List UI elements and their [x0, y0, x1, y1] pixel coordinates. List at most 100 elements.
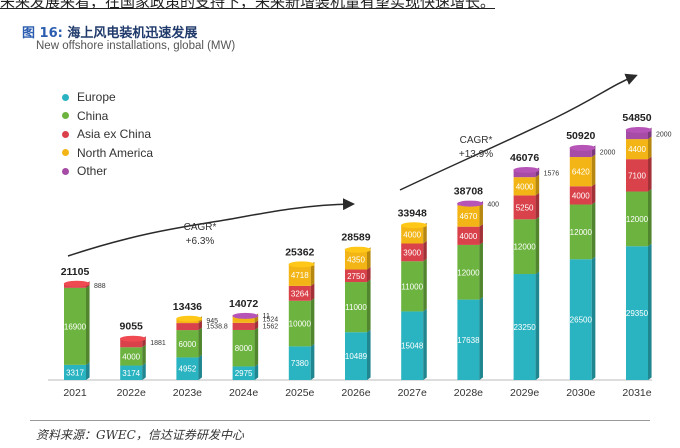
segment-label-europe-2021: 3317 — [66, 368, 84, 377]
bar-segment-asia-ex-china-2028e — [457, 226, 480, 245]
segment-label-europe-2026e: 10489 — [345, 352, 368, 361]
legend-label-asia-ex-china: Asia ex China — [77, 127, 152, 142]
bar-side-europe-2022e — [142, 363, 146, 380]
segment-label-other-2028e: 400 — [487, 201, 499, 208]
bar-2021: 3317 16900 888 21105 2021 — [61, 266, 106, 399]
bar-segment-north-america-2031e — [626, 139, 648, 160]
segment-label-europe-2028e: 17638 — [457, 336, 480, 345]
top-cut-text: 未来发展来看，在国家政策的支持下，未来新增装机量有望实现快速增长。 — [0, 0, 496, 9]
bar-side-north-america-2026e — [367, 247, 371, 270]
bar-top-2029e — [513, 166, 540, 173]
bar-side-asia-ex-china-2023e — [198, 320, 202, 331]
legend-label-china: China — [77, 108, 109, 123]
bar-segment-north-america-2030e — [569, 157, 592, 187]
legend-dot-europe — [62, 93, 69, 101]
bar-side-china-2023e — [198, 327, 202, 358]
bar-side-europe-2029e — [535, 271, 540, 380]
total-label-2022e: 9055 — [120, 321, 144, 333]
bar-top-2022e — [119, 335, 146, 342]
bar-side-china-2022e — [142, 344, 146, 366]
total-label-2028e: 38708 — [454, 186, 483, 198]
segment-label-other-2029e: 1576 — [544, 171, 560, 178]
bar-top-2021 — [63, 280, 90, 287]
bar-segment-other-2031e — [626, 130, 648, 140]
bar-2026e: 10489 11000 2750 4350 28589 2026e — [341, 232, 371, 399]
segment-label-asia-ex-china-2031e: 7100 — [628, 171, 646, 180]
bar-segment-north-america-2024e — [232, 315, 255, 323]
bar-segment-china-2024e — [232, 329, 255, 367]
segment-label-china-2026e: 11000 — [345, 303, 367, 312]
segment-label-asia-ex-china-2022e: 1881 — [150, 340, 166, 347]
segment-label-china-2022e: 4000 — [122, 352, 140, 361]
segment-label-north-america-2027e: 4000 — [403, 230, 421, 239]
bar-segment-china-2023e — [176, 330, 199, 358]
bar-side-europe-2021 — [86, 362, 90, 380]
stacked-bar-chart: CAGR* +6.3% CAGR* +13.9% 3317 16900 888 211… — [48, 73, 672, 399]
legend-dot-north-america — [62, 149, 69, 157]
bar-segment-north-america-2028e — [457, 205, 480, 227]
bar-segment-north-america-2029e — [513, 177, 536, 196]
total-label-2023e: 13436 — [173, 301, 202, 313]
bar-side-asia-ex-china-2027e — [423, 241, 427, 262]
bar-segment-asia-ex-china-2023e — [176, 323, 199, 331]
bar-side-asia-ex-china-2025e — [310, 283, 315, 301]
bar-side-asia-ex-china-2030e — [591, 183, 596, 205]
category-label-2031e: 2031e — [622, 387, 651, 399]
bar-segment-europe-2027e — [401, 311, 424, 380]
bar-top-2023e — [176, 315, 203, 322]
segment-label-china-2030e: 12000 — [570, 228, 593, 237]
segment-label-other-2031e: 2000 — [656, 132, 672, 139]
bar-side-china-2026e — [367, 279, 371, 333]
cagr-label-1: CAGR* — [184, 222, 217, 233]
bar-side-north-america-2027e — [423, 222, 427, 244]
source-note: 资料来源：GWEC，信达证券研发中心 — [36, 428, 244, 442]
figure-label: 图 16: — [22, 26, 63, 41]
bar-top-2030e — [569, 144, 596, 151]
segment-label-europe-2022e: 3174 — [122, 369, 140, 378]
bar-segment-china-2026e — [345, 282, 367, 333]
segment-label-asia-ex-china-2026e: 2750 — [347, 272, 365, 281]
total-label-2021: 21105 — [61, 266, 90, 278]
bar-side-asia-ex-china-2026e — [367, 267, 371, 283]
category-label-2030e: 2030e — [566, 387, 595, 399]
bar-segment-europe-2031e — [626, 246, 648, 380]
bar-top-2028e — [457, 200, 484, 207]
bar-top-2026e — [344, 246, 371, 253]
legend-dot-other — [62, 167, 69, 175]
bar-segment-other-2030e — [569, 147, 592, 158]
bar-side-europe-2028e — [479, 297, 483, 380]
bar-side-north-america-2025e — [310, 261, 315, 286]
bar-side-china-2025e — [310, 298, 315, 347]
bar-segment-china-2028e — [457, 244, 480, 300]
bar-segment-north-america-2026e — [345, 249, 367, 270]
category-label-2028e: 2028e — [454, 387, 483, 399]
segment-label-europe-2027e: 15048 — [401, 342, 424, 351]
bar-segment-china-2031e — [626, 191, 648, 247]
legend-item-other: Other — [62, 162, 153, 181]
segment-label-north-america-2029e: 4000 — [516, 182, 534, 191]
bar-2028e: 17638 12000 4000 4670 400 38708 2028e — [454, 186, 499, 399]
total-label-2029e: 46076 — [510, 152, 539, 164]
cagr-value-2: +13.9% — [459, 149, 493, 160]
bar-segment-asia-ex-china-2025e — [288, 285, 311, 301]
legend-item-europe: Europe — [62, 88, 153, 107]
chart-subtitle: New offshore installations, global (MW) — [36, 40, 236, 52]
segment-label-north-america-2028e: 4670 — [460, 212, 478, 221]
bar-side-europe-2031e — [648, 243, 652, 380]
total-label-2025e: 25362 — [285, 246, 314, 258]
legend-item-china: China — [62, 107, 153, 126]
bar-side-europe-2023e — [198, 354, 202, 380]
segment-label-china-2025e: 10000 — [289, 320, 312, 329]
bar-segment-europe-2023e — [176, 357, 199, 380]
segment-label-other-2030e: 2000 — [600, 149, 616, 156]
bars-group: 3317 16900 888 21105 2021 3174 4000 1881 9055 202… — [61, 112, 672, 399]
bar-top-2024e — [232, 312, 259, 319]
bar-side-europe-2030e — [591, 256, 596, 380]
bar-segment-asia-ex-china-2030e — [569, 186, 592, 205]
bar-segment-china-2022e — [120, 347, 143, 366]
bar-segment-other-2029e — [513, 169, 536, 178]
bar-top-2027e — [400, 222, 427, 229]
category-label-2024e: 2024e — [229, 387, 258, 399]
